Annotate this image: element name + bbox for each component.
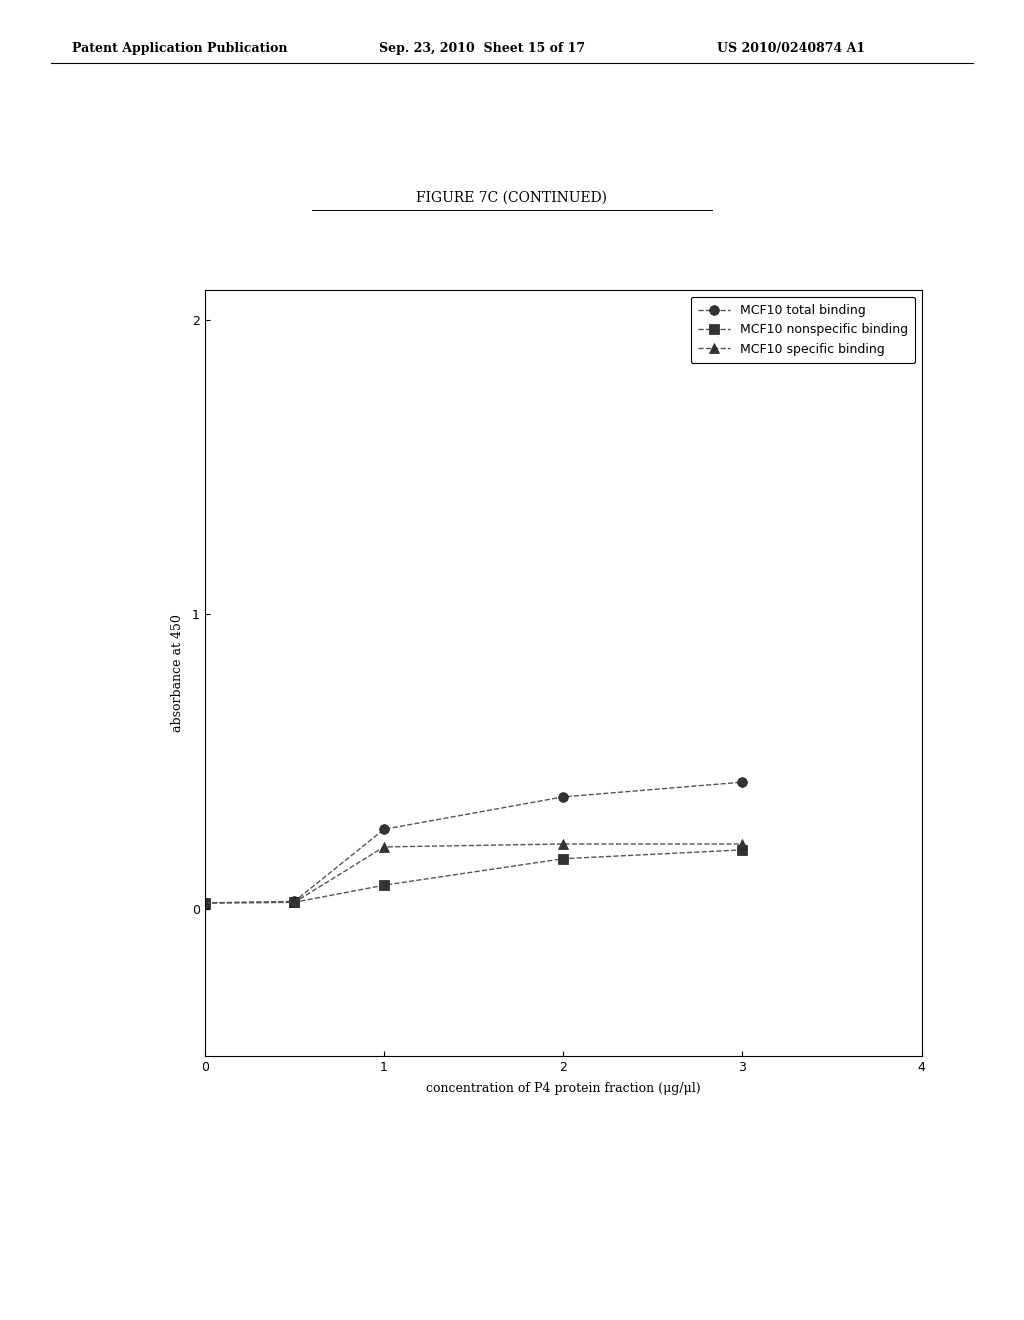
MCF10 nonspecific binding bbox=[199, 895, 211, 911]
MCF10 nonspecific binding bbox=[289, 895, 301, 911]
Legend: MCF10 total binding, MCF10 nonspecific binding, MCF10 specific binding: MCF10 total binding, MCF10 nonspecific b… bbox=[691, 297, 915, 363]
MCF10 specific binding bbox=[289, 895, 301, 911]
Line: MCF10 total binding: MCF10 total binding bbox=[200, 777, 748, 908]
MCF10 total binding bbox=[378, 821, 390, 837]
MCF10 specific binding bbox=[736, 836, 749, 851]
MCF10 total binding bbox=[289, 894, 301, 909]
X-axis label: concentration of P4 protein fraction (μg/μl): concentration of P4 protein fraction (μg… bbox=[426, 1082, 700, 1096]
MCF10 specific binding bbox=[557, 836, 569, 851]
MCF10 total binding bbox=[557, 789, 569, 805]
MCF10 specific binding bbox=[199, 895, 211, 911]
MCF10 nonspecific binding bbox=[736, 842, 749, 858]
Line: MCF10 specific binding: MCF10 specific binding bbox=[200, 840, 748, 908]
Text: FIGURE 7C (CONTINUED): FIGURE 7C (CONTINUED) bbox=[417, 190, 607, 205]
Text: Patent Application Publication: Patent Application Publication bbox=[72, 42, 287, 55]
MCF10 nonspecific binding bbox=[557, 851, 569, 867]
MCF10 nonspecific binding bbox=[378, 878, 390, 894]
Y-axis label: absorbance at 450: absorbance at 450 bbox=[171, 614, 183, 733]
MCF10 specific binding bbox=[378, 840, 390, 855]
Text: Sep. 23, 2010  Sheet 15 of 17: Sep. 23, 2010 Sheet 15 of 17 bbox=[379, 42, 585, 55]
MCF10 total binding bbox=[199, 895, 211, 911]
MCF10 total binding bbox=[736, 775, 749, 791]
Line: MCF10 nonspecific binding: MCF10 nonspecific binding bbox=[200, 845, 748, 908]
Text: US 2010/0240874 A1: US 2010/0240874 A1 bbox=[717, 42, 865, 55]
